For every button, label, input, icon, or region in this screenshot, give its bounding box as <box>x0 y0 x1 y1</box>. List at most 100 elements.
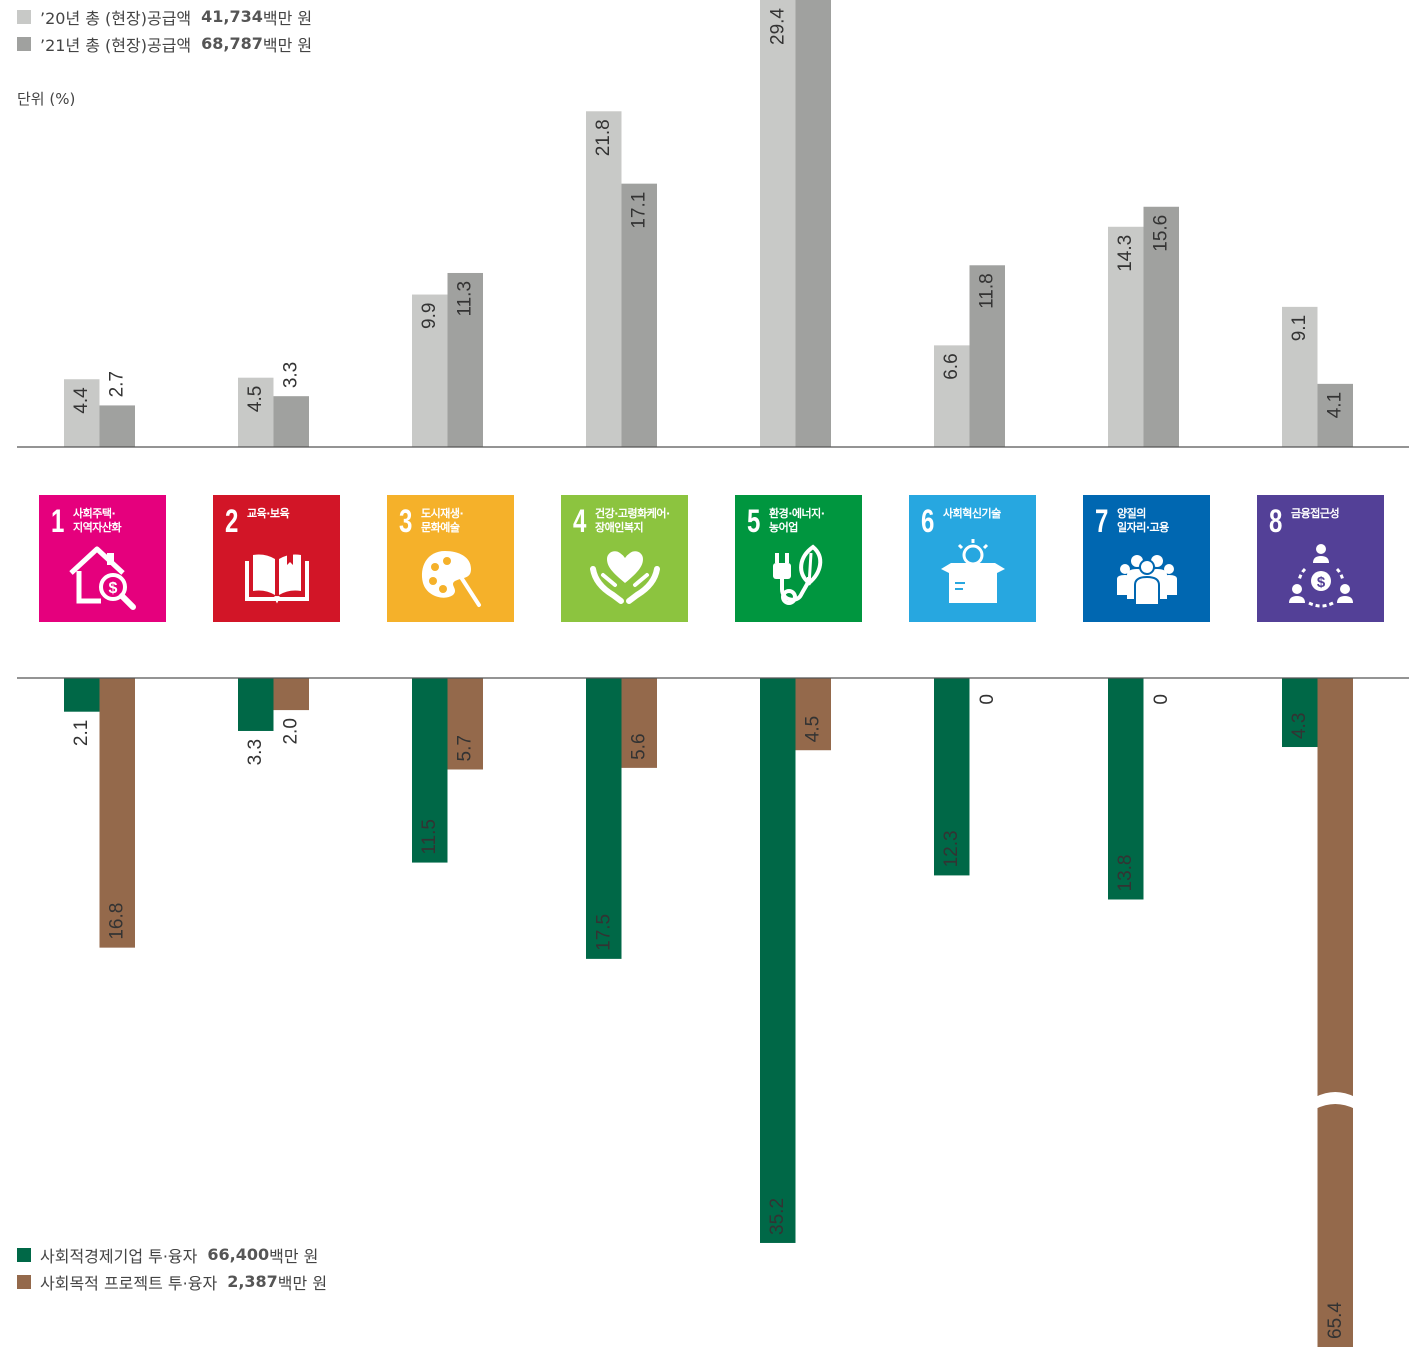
heart-hands-icon <box>590 551 660 604</box>
data-label-bottom-s0-c5: 12.3 <box>941 830 962 867</box>
data-label-top-s0-c4: 29.4 <box>767 8 788 45</box>
bar-top-s0-c3 <box>586 111 622 447</box>
category-number: 5 <box>747 503 760 539</box>
data-label-bottom-s1-c2: 5.7 <box>455 735 476 761</box>
bar-bottom-s1-c7 <box>1317 678 1353 1347</box>
bar-top-s0-c7 <box>1282 306 1318 447</box>
data-label-bottom-s0-c4: 35.2 <box>767 1198 788 1235</box>
category-number: 7 <box>1095 503 1108 539</box>
category-label: 교육·보육 <box>247 507 290 520</box>
legend-unit-project: 백만 원 <box>277 1273 328 1293</box>
legend-swatch-2021 <box>17 36 31 51</box>
category-tile-1: 1 사회주택· 지역자산화 $ <box>39 495 166 622</box>
legend-item-enterprise: 사회적경제기업 투·융자 66,400 백만 원 <box>17 1241 327 1268</box>
data-label-bottom-s1-c7: 65.4 <box>1325 1302 1346 1339</box>
bar-top-s1-c1 <box>273 396 309 447</box>
data-label-bottom-s1-c4: 4.5 <box>803 716 824 742</box>
plug-leaf-icon <box>773 544 823 605</box>
category-tile-8: 8 금융접근성 $ <box>1257 495 1384 622</box>
data-label-top-s0-c3: 21.8 <box>593 119 614 156</box>
top-bar-group: 4.4 4.5 9.9 21.8 29.4 6.6 14.3 9.1 2.7 3.3 11.3 17.… <box>64 0 1353 448</box>
finance-network-icon: $ <box>1289 544 1353 608</box>
bar-top-s1-c7 <box>1317 383 1353 447</box>
bar-top-s0-c0 <box>64 379 100 447</box>
bar-top-s1-c6 <box>1143 206 1179 447</box>
bar-bottom-s0-c7 <box>1282 678 1318 748</box>
legend-amount-project: 2,387 <box>227 1272 278 1291</box>
data-label-top-s0-c7: 9.1 <box>1289 315 1310 341</box>
legend-item-2021: ’21년 총 (현장)공급액 68,787 백만 원 <box>17 30 312 57</box>
legend-swatch-enterprise <box>17 1247 31 1262</box>
bar-bottom-s0-c1 <box>238 678 274 731</box>
bar-top-s1-c0 <box>99 405 135 447</box>
bar-bottom-s0-c4 <box>760 678 796 1243</box>
category-label: 도시재생· 문화예술 <box>421 507 464 534</box>
category-label: 금융접근성 <box>1291 507 1340 520</box>
data-label-top-s1-c5: 11.8 <box>977 273 998 309</box>
category-number: 6 <box>921 503 934 539</box>
data-label-bottom-s1-c5: 0 <box>977 694 998 705</box>
bar-top-s0-c1 <box>238 377 274 447</box>
data-label-top-s1-c3: 17.1 <box>629 192 650 229</box>
legend-unit-2021: 백만 원 <box>262 35 313 55</box>
house-money-icon: $ <box>69 546 136 610</box>
legend-swatch-project <box>17 1274 31 1289</box>
book-icon <box>245 553 309 604</box>
bar-top-s1-c2 <box>447 272 483 447</box>
legend-unit-2020: 백만 원 <box>262 8 313 28</box>
bar-bottom-s1-c1 <box>273 678 309 711</box>
bar-bottom-s1-c2 <box>447 678 483 770</box>
bar-bottom-s1-c4 <box>795 678 831 751</box>
data-label-top-s1-c0: 2.7 <box>107 371 128 397</box>
axis-break-mark <box>1315 1092 1355 1109</box>
data-label-bottom-s0-c0: 2.1 <box>71 720 92 746</box>
category-number: 1 <box>51 503 64 539</box>
data-label-bottom-s0-c6: 13.8 <box>1115 855 1136 892</box>
data-label-bottom-s1-c6: 0 <box>1151 694 1172 705</box>
bar-bottom-s1-c0 <box>99 678 135 948</box>
bar-bottom-s0-c6 <box>1108 678 1144 900</box>
legend-investment: 사회적경제기업 투·융자 66,400 백만 원 사회목적 프로젝트 투·융자 … <box>17 1241 327 1295</box>
svg-text:$: $ <box>1317 574 1326 591</box>
category-label: 양질의 일자리·고용 <box>1117 507 1169 534</box>
legend-unit-enterprise: 백만 원 <box>269 1246 319 1266</box>
legend-label-2021: ’21년 총 (현장)공급액 <box>40 35 192 55</box>
bar-top-s1-c5 <box>969 265 1005 447</box>
data-label-top-s1-c6: 15.6 <box>1151 215 1172 252</box>
data-label-top-s1-c2: 11.3 <box>455 281 476 317</box>
category-tile-5: 5 환경·에너지· 농어업 <box>735 495 862 622</box>
legend-item-2020: ’20년 총 (현장)공급액 41,734 백만 원 <box>17 3 312 30</box>
data-label-bottom-s1-c1: 2.0 <box>281 718 302 744</box>
legend-label-enterprise: 사회적경제기업 투·융자 <box>40 1246 198 1266</box>
category-tile-2: 2 교육·보육 <box>213 495 340 622</box>
legend-amount-enterprise: 66,400 <box>207 1245 270 1264</box>
data-label-bottom-s0-c2: 11.5 <box>419 819 440 855</box>
bar-bottom-s0-c0 <box>64 678 100 712</box>
legend-amount-2021: 68,787 <box>201 34 263 53</box>
legend-label-2020: ’20년 총 (현장)공급액 <box>40 8 192 28</box>
category-number: 2 <box>225 503 238 539</box>
bar-bottom-s0-c5 <box>934 678 970 876</box>
idea-box-icon <box>941 539 1005 603</box>
data-label-top-s1-c1: 3.3 <box>281 362 302 388</box>
legend-amount-2020: 41,734 <box>201 7 263 26</box>
data-label-bottom-s0-c1: 3.3 <box>245 739 266 765</box>
category-tile-4: 4 건강·고령화케어· 장애인복지 <box>561 495 688 622</box>
data-label-top-s0-c5: 6.6 <box>941 353 962 379</box>
data-label-top-s0-c1: 4.5 <box>245 386 266 412</box>
category-number: 8 <box>1269 503 1282 539</box>
bar-top-s0-c2 <box>412 294 448 447</box>
bar-top-s0-c4 <box>760 0 796 448</box>
category-number: 4 <box>573 503 586 539</box>
category-label: 사회주택· 지역자산화 <box>73 507 122 534</box>
category-tile-3: 3 도시재생· 문화예술 <box>387 495 514 622</box>
category-tile-6: 6 사회혁신기술 <box>909 495 1036 622</box>
category-number: 3 <box>399 503 412 539</box>
bar-bottom-s0-c3 <box>586 678 622 959</box>
data-label-top-s0-c6: 14.3 <box>1115 235 1136 272</box>
bar-bottom-s0-c2 <box>412 678 448 863</box>
data-label-bottom-s0-c3: 17.5 <box>593 914 614 951</box>
category-label: 사회혁신기술 <box>943 507 1001 520</box>
bar-top-s1-c3 <box>621 183 657 447</box>
